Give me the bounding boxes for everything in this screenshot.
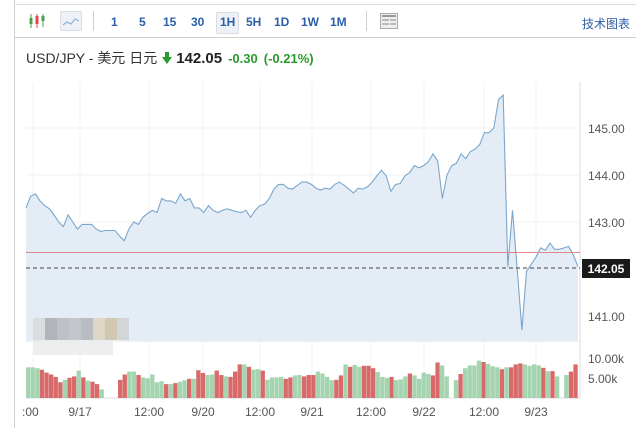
area-line-icon[interactable] (60, 11, 82, 31)
svg-text:9/20: 9/20 (191, 405, 215, 419)
svg-text:142.05: 142.05 (588, 262, 625, 276)
down-arrow-icon (162, 52, 173, 64)
chart-widget (14, 0, 636, 428)
svg-text:145.00: 145.00 (588, 122, 625, 136)
svg-text:10.00k: 10.00k (588, 352, 625, 366)
timeframe-5[interactable]: 5 (139, 15, 146, 29)
toolbar-divider (93, 11, 94, 31)
currency-pair-title: USD/JPY - 美元 日元 (26, 50, 158, 66)
timeframe-15[interactable]: 15 (163, 15, 177, 29)
chart-header: USD/JPY - 美元 日元 142.05 -0.30 (-0.21%) (26, 48, 314, 68)
toolbar-divider (366, 11, 367, 31)
price-change: -0.30 (228, 50, 258, 66)
candlestick-icon[interactable] (26, 11, 48, 31)
technical-chart-link[interactable]: 技术图表 (581, 17, 630, 31)
price-axis: 145.00 144.00 143.00 141.00 (588, 122, 625, 324)
svg-text:9/21: 9/21 (300, 405, 324, 419)
last-price: 142.05 (176, 49, 223, 67)
timeframe-1w[interactable]: 1W (301, 15, 319, 29)
price-change-percent: (-0.21%) (263, 50, 314, 66)
svg-text:12:00: 12:00 (356, 405, 386, 419)
svg-text:12:00: 12:00 (134, 405, 164, 419)
timeframe-5h[interactable]: 5H (246, 15, 262, 29)
chart-toolbar: 1 5 15 30 1H 5H 1D 1W 1M 技术图表 (14, 4, 636, 38)
svg-text:12:00: 12:00 (245, 405, 275, 419)
timeframe-1m[interactable]: 1M (330, 15, 347, 29)
svg-text:144.00: 144.00 (588, 169, 625, 183)
obscured-watermark (33, 318, 129, 355)
svg-text:9/17: 9/17 (68, 405, 92, 419)
volume-axis: 10.00k 5.00k (588, 352, 625, 386)
svg-text::00: :00 (22, 405, 39, 419)
timeframe-1[interactable]: 1 (111, 15, 118, 29)
svg-text:9/22: 9/22 (412, 405, 436, 419)
svg-text:141.00: 141.00 (588, 310, 625, 324)
timeframe-1d[interactable]: 1D (274, 15, 290, 29)
current-price-tag: 142.05 (582, 259, 630, 278)
svg-text:9/23: 9/23 (524, 405, 548, 419)
timeframe-30[interactable]: 30 (191, 15, 205, 29)
svg-text:5.00k: 5.00k (588, 372, 618, 386)
layout-icon[interactable] (378, 11, 400, 31)
volume-bars (26, 360, 578, 398)
svg-text:12:00: 12:00 (469, 405, 499, 419)
timeframe-1h[interactable]: 1H (216, 12, 240, 34)
svg-text:143.00: 143.00 (588, 216, 625, 230)
time-axis: :00 9/17 12:00 9/20 12:00 9/21 12:00 9/22 12:00 9… (22, 405, 548, 419)
price-area-series (25, 93, 579, 341)
